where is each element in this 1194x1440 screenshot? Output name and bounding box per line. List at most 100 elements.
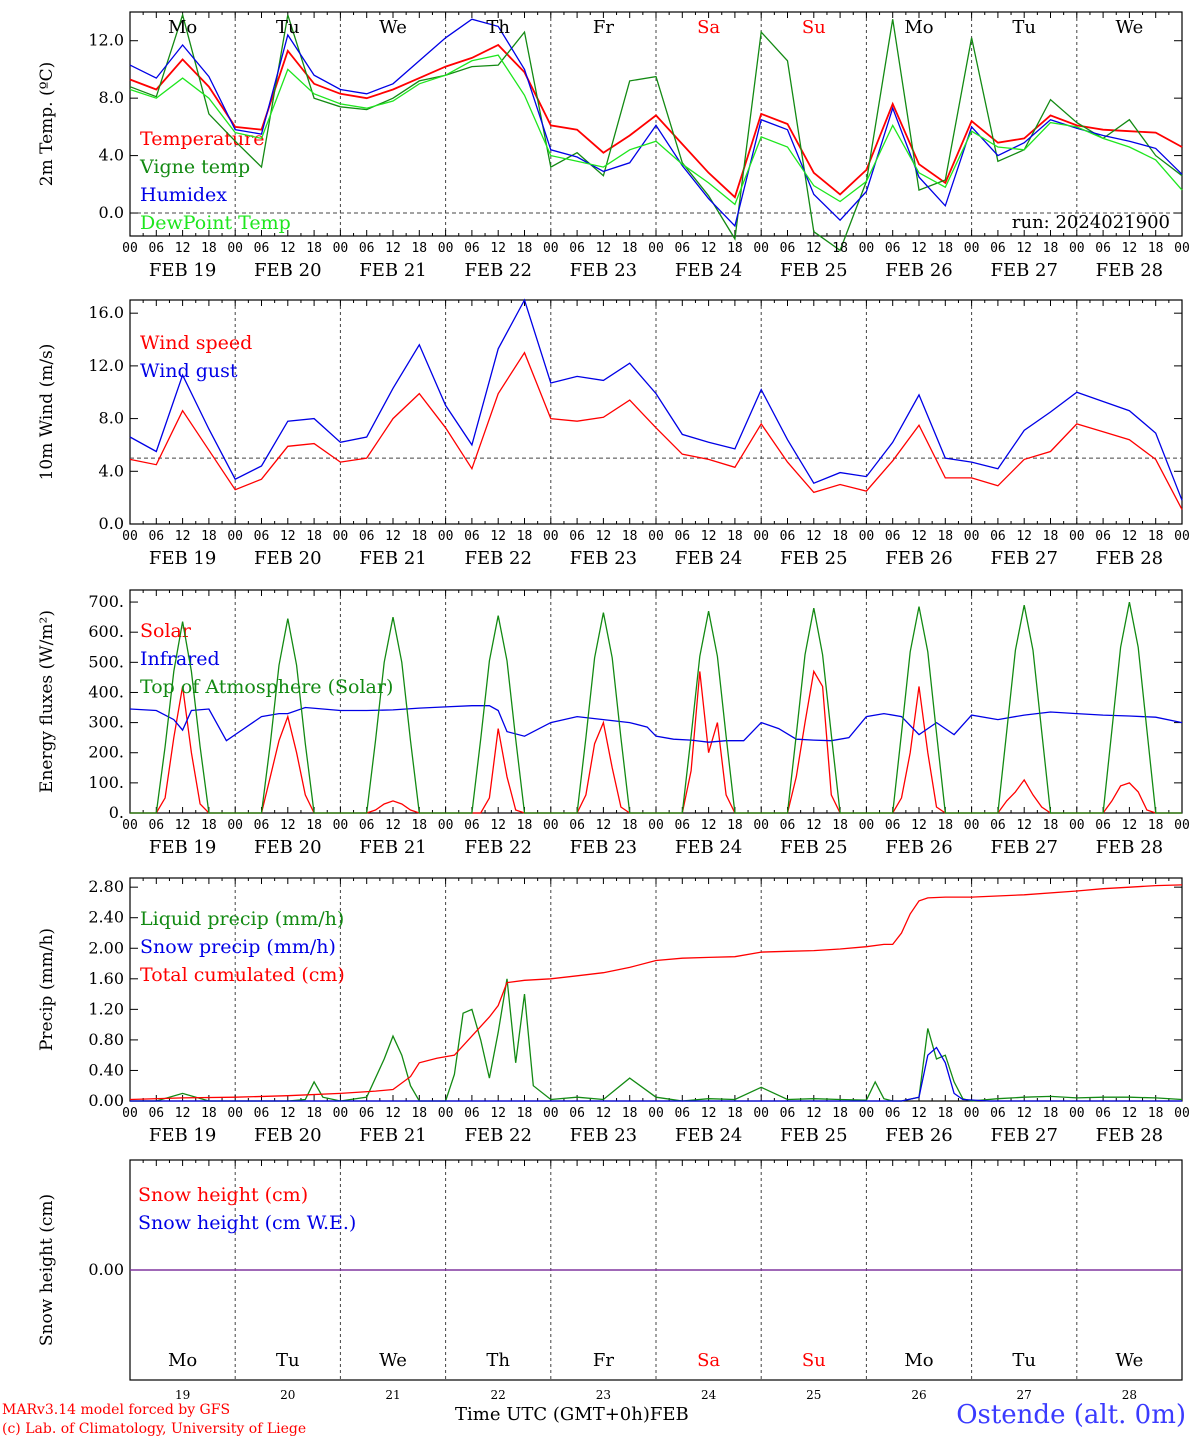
x-date-label: FEB 23 (570, 548, 637, 569)
x-hour-label: 06 (1095, 241, 1111, 256)
x-hour-label: 12 (175, 818, 191, 833)
x-hour-label: 18 (306, 529, 322, 544)
x-hour-label: 18 (832, 1106, 848, 1121)
day-number-label: 19 (175, 1388, 190, 1402)
x-hour-label: 00 (1174, 818, 1190, 833)
x-hour-label: 12 (806, 241, 822, 256)
x-hour-label: 06 (148, 241, 164, 256)
x-hour-label: 06 (254, 241, 270, 256)
x-hour-label: 06 (780, 241, 796, 256)
y-tick-label: 600. (88, 622, 124, 641)
y-tick-label: 0.00 (88, 1260, 124, 1279)
x-hour-label: 12 (175, 241, 191, 256)
weekday-label-top: Su (802, 17, 826, 38)
x-hour-label: 12 (385, 529, 401, 544)
weekday-label-top: We (379, 17, 407, 38)
x-hour-label: 18 (1043, 818, 1059, 833)
x-hour-label: 06 (990, 818, 1006, 833)
x-hour-label: 18 (727, 241, 743, 256)
temp-series-line (129, 12, 1183, 252)
energy-series-line (129, 705, 1183, 743)
weekday-label-bottom: We (379, 1350, 407, 1371)
x-hour-label: 06 (464, 529, 480, 544)
x-hour-label: 06 (780, 529, 796, 544)
x-date-label: FEB 27 (990, 837, 1057, 858)
x-hour-label: 00 (438, 241, 454, 256)
x-date-label: FEB 20 (254, 1125, 321, 1146)
x-hour-label: 18 (622, 818, 638, 833)
x-hour-label: 18 (1148, 1106, 1164, 1121)
precip-legend-entry: Total cumulated (cm) (140, 964, 345, 986)
x-hour-label: 06 (464, 241, 480, 256)
x-hour-label: 06 (569, 529, 585, 544)
y-tick-label: 8.0 (99, 88, 124, 107)
x-hour-label: 18 (727, 529, 743, 544)
x-hour-label: 12 (1122, 529, 1138, 544)
x-hour-label: 12 (911, 241, 927, 256)
x-hour-label: 00 (859, 241, 875, 256)
x-hour-label: 00 (1174, 529, 1190, 544)
y-tick-label: 0.40 (88, 1060, 124, 1079)
weekday-label-bottom: Mo (904, 1350, 933, 1371)
x-hour-label: 00 (648, 1106, 664, 1121)
x-hour-label: 12 (280, 529, 296, 544)
x-hour-label: 06 (1095, 529, 1111, 544)
energy-legend-entry: Infrared (140, 648, 220, 670)
x-hour-label: 00 (333, 1106, 349, 1121)
y-tick-label: 2.00 (88, 938, 124, 957)
x-hour-label: 00 (648, 241, 664, 256)
x-hour-label: 06 (148, 818, 164, 833)
day-number-label: 20 (280, 1388, 295, 1402)
day-number-label: 24 (701, 1388, 717, 1402)
weekday-label-top: We (1116, 17, 1144, 38)
x-hour-label: 06 (885, 529, 901, 544)
x-hour-label: 12 (911, 818, 927, 833)
x-hour-label: 00 (964, 529, 980, 544)
x-date-label: FEB 19 (149, 837, 216, 858)
y-tick-label: 0.00 (88, 1091, 124, 1110)
credit-model: MARv3.14 model forced by GFS (2, 1402, 231, 1418)
x-hour-label: 00 (753, 818, 769, 833)
x-hour-label: 06 (148, 1106, 164, 1121)
x-date-label: FEB 27 (990, 548, 1057, 569)
x-hour-label: 00 (1069, 241, 1085, 256)
y-tick-label: 0.0 (99, 203, 124, 222)
wind-series-line (129, 351, 1183, 510)
x-hour-label: 18 (201, 241, 217, 256)
x-hour-label: 06 (674, 818, 690, 833)
weekday-label-bottom: Tu (1012, 1350, 1036, 1371)
x-date-label: FEB 19 (149, 260, 216, 281)
x-hour-label: 12 (1016, 818, 1032, 833)
y-tick-label: 400. (88, 682, 124, 701)
x-hour-label: 18 (306, 1106, 322, 1121)
x-hour-label: 00 (122, 241, 138, 256)
x-date-label: FEB 27 (990, 1125, 1057, 1146)
temp-y-axis-label: 2m Temp. (ºC) (37, 62, 57, 187)
x-hour-label: 06 (674, 529, 690, 544)
weekday-label-bottom: Fr (593, 1350, 614, 1371)
y-tick-label: 1.20 (88, 999, 124, 1018)
day-number-label: 27 (1017, 1388, 1032, 1402)
x-hour-label: 18 (622, 529, 638, 544)
weekday-label-bottom: Th (486, 1350, 510, 1371)
temp-series-line (129, 18, 1183, 228)
x-hour-label: 18 (832, 241, 848, 256)
x-date-label: FEB 23 (570, 837, 637, 858)
x-hour-label: 06 (148, 529, 164, 544)
x-date-label: FEB 23 (570, 260, 637, 281)
x-hour-label: 00 (1174, 241, 1190, 256)
x-hour-label: 00 (648, 529, 664, 544)
temp-legend-entry: Humidex (140, 184, 227, 206)
x-date-label: FEB 21 (359, 548, 426, 569)
x-hour-label: 12 (175, 1106, 191, 1121)
x-hour-label: 12 (806, 1106, 822, 1121)
x-hour-label: 18 (937, 1106, 953, 1121)
y-tick-label: 0.80 (88, 1030, 124, 1049)
x-hour-label: 12 (385, 1106, 401, 1121)
x-hour-label: 00 (1069, 529, 1085, 544)
y-tick-label: 0.0 (99, 514, 124, 533)
x-date-label: FEB 28 (1096, 1125, 1163, 1146)
x-hour-label: 06 (569, 241, 585, 256)
x-hour-label: 18 (1043, 241, 1059, 256)
x-date-label: FEB 26 (885, 1125, 952, 1146)
